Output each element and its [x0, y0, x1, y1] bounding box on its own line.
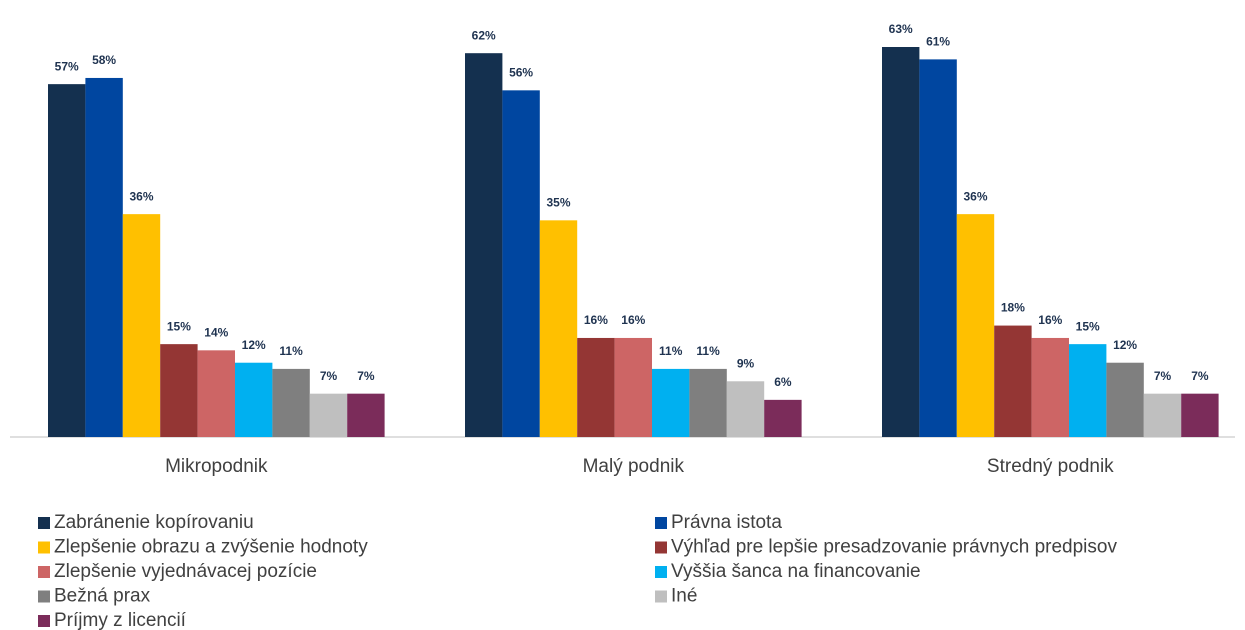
- bar: [994, 325, 1032, 437]
- bar: [1181, 393, 1219, 437]
- bar: [726, 381, 765, 437]
- value-label: 12%: [242, 338, 266, 352]
- bar: [309, 393, 348, 437]
- legend-swatch: [38, 517, 50, 529]
- bar: [347, 393, 385, 437]
- value-label: 11%: [659, 344, 683, 358]
- value-label: 6%: [774, 375, 792, 389]
- bar: [956, 214, 995, 437]
- value-label: 7%: [320, 369, 338, 383]
- legend-swatch: [38, 541, 50, 554]
- bar: [577, 337, 615, 437]
- legend-swatch: [38, 590, 50, 603]
- value-label: 7%: [357, 369, 375, 383]
- value-label: 7%: [1191, 369, 1209, 383]
- bar: [272, 368, 310, 437]
- bar: [160, 344, 198, 437]
- bar: [689, 368, 727, 437]
- bar: [48, 84, 86, 438]
- bar: [465, 53, 503, 437]
- category-label: Mikropodnik: [165, 456, 268, 477]
- bar: [614, 337, 652, 437]
- bar: [1106, 362, 1144, 437]
- bar: [1031, 337, 1069, 437]
- category-label: Stredný podnik: [987, 456, 1114, 477]
- bar: [919, 59, 957, 437]
- value-label: 18%: [1001, 301, 1025, 315]
- bar: [882, 47, 920, 437]
- bar: [502, 90, 540, 437]
- legend-swatch: [655, 566, 667, 578]
- legend-label: Výhľad pre lepšie presadzovanie právnych…: [671, 537, 1117, 558]
- value-label: 11%: [696, 344, 720, 358]
- value-label: 35%: [546, 196, 570, 210]
- legend-label: Zlepšenie vyjednávacej pozície: [54, 561, 317, 582]
- bar: [122, 214, 161, 437]
- value-label: 36%: [963, 189, 987, 203]
- legend-label: Právna istota: [671, 512, 782, 533]
- value-label: 7%: [1154, 369, 1172, 383]
- value-label: 36%: [129, 189, 153, 203]
- value-label: 16%: [584, 313, 608, 327]
- category-label: Malý podnik: [583, 456, 685, 477]
- value-label: 61%: [926, 35, 950, 49]
- value-label: 63%: [889, 22, 913, 36]
- bar: [652, 368, 690, 437]
- value-label: 11%: [279, 344, 303, 358]
- bar: [235, 362, 273, 437]
- legend-label: Príjmy z licencií: [54, 610, 187, 630]
- legend-swatch: [38, 566, 50, 578]
- legend-swatch: [38, 615, 50, 627]
- value-label: 57%: [55, 59, 79, 73]
- legend-label: Vyššia šanca na financovanie: [671, 561, 921, 582]
- bar: [764, 399, 802, 437]
- value-label: 16%: [1038, 313, 1062, 327]
- legend-label: Bežná prax: [54, 586, 151, 607]
- value-label: 62%: [472, 28, 496, 42]
- legend-label: Iné: [671, 586, 697, 607]
- bar: [85, 77, 123, 437]
- legend-label: Zabránenie kopírovaniu: [54, 512, 254, 533]
- legend-swatch: [655, 541, 667, 554]
- value-label: 9%: [737, 356, 755, 370]
- value-label: 56%: [509, 66, 533, 80]
- legend-label: Zlepšenie obrazu a zvýšenie hodnoty: [54, 537, 368, 558]
- value-label: 15%: [167, 319, 191, 333]
- legend-swatch: [655, 590, 667, 603]
- value-label: 15%: [1076, 319, 1100, 333]
- value-label: 58%: [92, 53, 116, 67]
- bar: [1069, 344, 1107, 437]
- bar: [1143, 393, 1182, 437]
- bar: [197, 350, 235, 437]
- value-label: 16%: [621, 313, 645, 327]
- value-label: 12%: [1113, 338, 1137, 352]
- bar: [539, 220, 578, 437]
- legend-swatch: [655, 517, 667, 529]
- value-label: 14%: [204, 326, 228, 340]
